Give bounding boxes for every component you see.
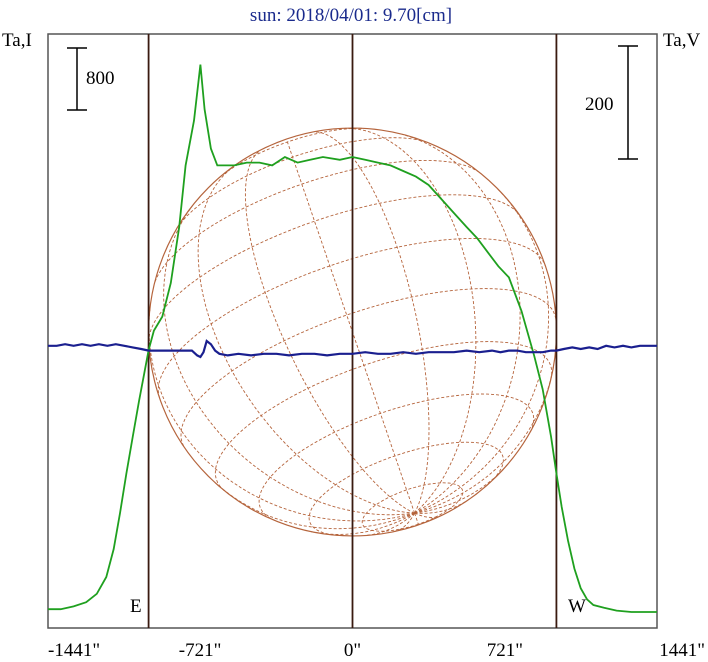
x-tick-label: -721" (179, 640, 222, 661)
latitude-line (214, 341, 553, 491)
x-tick-label: -1441" (48, 640, 100, 661)
longitude-line (197, 166, 415, 514)
right-axis-label: Ta,V (663, 30, 700, 51)
right-scale-bar (618, 45, 638, 160)
longitude-line (313, 131, 430, 514)
latitude-line (180, 288, 557, 447)
right-scale-value: 200 (585, 94, 614, 115)
x-tick-label: 0" (344, 640, 361, 661)
west-limb-label: W (568, 596, 586, 617)
left-scale-value: 800 (86, 68, 115, 89)
longitude-line (148, 307, 415, 522)
longitude-line (414, 366, 554, 514)
series-i-line (48, 64, 657, 613)
longitude-line (214, 482, 415, 530)
x-tick-label: 721" (487, 640, 523, 661)
x-tick-label: 1441" (659, 640, 705, 661)
longitude-line (285, 138, 416, 514)
left-scale-bar (67, 47, 87, 111)
longitude-line (414, 464, 508, 514)
longitude-line (345, 127, 477, 514)
longitude-line (414, 512, 442, 518)
latitude-line (154, 159, 479, 282)
solar-disk (147, 127, 558, 537)
chart-title: sun: 2018/04/01: 9.70[cm] (250, 5, 452, 26)
limb-lines (147, 34, 558, 628)
longitude-line (163, 206, 415, 516)
longitude-line (365, 512, 415, 536)
longitude-line (394, 512, 415, 533)
longitude-line (414, 500, 467, 514)
left-axis-label: Ta,I (2, 30, 32, 51)
x-axis-ticks: -1441" -721" 0" 721" 1441" (48, 640, 705, 661)
longitude-line (244, 150, 415, 514)
latitude-line (148, 194, 520, 342)
longitude-line (414, 513, 419, 525)
longitude-line (414, 188, 550, 514)
series-v-line (48, 339, 657, 359)
east-limb-label: E (130, 596, 142, 617)
latitude-line (157, 238, 546, 399)
latitude-line (177, 137, 427, 228)
